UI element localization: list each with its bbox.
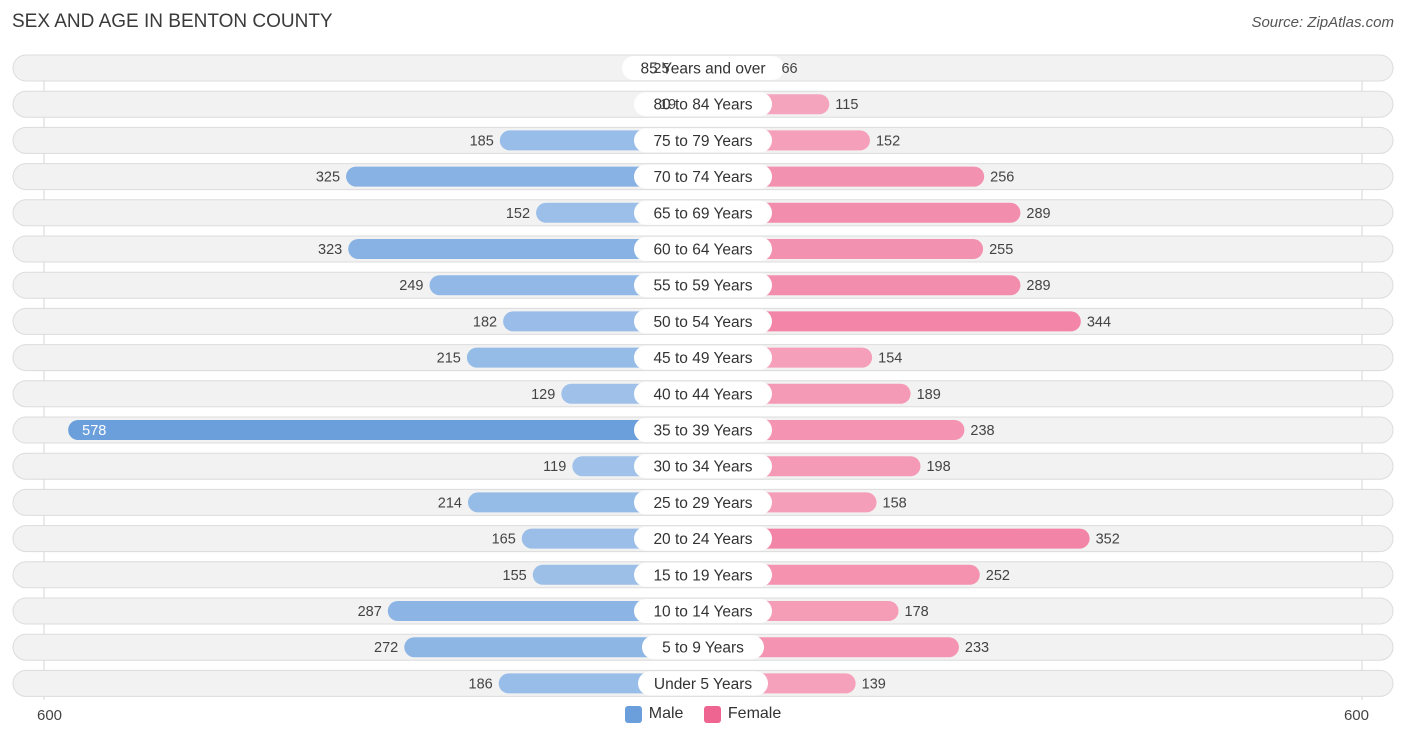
value-label-male: 215 xyxy=(437,351,461,367)
category-label-pill xyxy=(634,562,772,587)
bar-male xyxy=(346,166,713,187)
category-label-pill xyxy=(634,273,772,298)
category-label: Under 5 Years xyxy=(654,676,752,693)
category-label: 80 to 84 Years xyxy=(653,97,752,114)
value-label-male: 119 xyxy=(543,459,566,475)
category-label-pill xyxy=(634,164,772,189)
chart-title: SEX AND AGE IN BENTON COUNTY xyxy=(12,11,333,32)
category-label: 85 Years and over xyxy=(641,61,766,78)
bar-female xyxy=(693,311,1081,332)
value-label-male: 323 xyxy=(318,242,342,258)
category-label: 5 to 9 Years xyxy=(662,640,744,657)
value-label-male: 155 xyxy=(503,568,527,584)
value-label-female: 189 xyxy=(917,387,941,403)
value-label-female: 139 xyxy=(862,676,886,692)
category-label-pill xyxy=(642,635,764,660)
value-label-male: 186 xyxy=(469,676,493,692)
value-label-male: 578 xyxy=(82,423,106,439)
category-label: 15 to 19 Years xyxy=(653,567,752,584)
bar-female xyxy=(693,528,1090,549)
value-label-female: 158 xyxy=(883,495,907,511)
value-label-female: 255 xyxy=(989,242,1013,258)
category-label: 70 to 74 Years xyxy=(653,169,752,186)
category-label: 65 to 69 Years xyxy=(653,205,752,222)
category-label-pill xyxy=(634,454,772,479)
category-label: 75 to 79 Years xyxy=(653,133,752,150)
category-label: 40 to 44 Years xyxy=(653,386,752,403)
category-label-pill xyxy=(634,526,772,551)
value-label-female: 289 xyxy=(1026,278,1050,294)
value-label-male: 185 xyxy=(470,133,494,149)
legend-label-female: Female xyxy=(727,705,782,722)
source-credit: Source: ZipAtlas.com xyxy=(1251,14,1394,31)
value-label-male: 287 xyxy=(358,604,382,620)
bar-male xyxy=(404,637,713,658)
value-label-male: 25 xyxy=(653,61,669,77)
category-label-pill xyxy=(634,200,772,225)
value-label-male: 165 xyxy=(492,532,516,548)
value-label-female: 233 xyxy=(965,640,989,656)
bar-male xyxy=(387,601,713,621)
value-label-female: 152 xyxy=(876,133,900,149)
value-label-female: 256 xyxy=(990,170,1014,186)
value-label-female: 238 xyxy=(970,423,994,439)
bar-female xyxy=(693,275,1021,296)
value-label-female: 178 xyxy=(905,604,929,620)
bar-male xyxy=(348,239,713,259)
category-label-pill xyxy=(638,671,768,696)
legend-swatch-female xyxy=(703,705,721,723)
category-label: 55 to 59 Years xyxy=(653,278,752,295)
category-label-pill xyxy=(634,237,772,261)
value-label-male: 249 xyxy=(399,278,423,294)
value-label-male: 182 xyxy=(473,314,497,330)
value-label-female: 115 xyxy=(835,97,858,113)
category-label-pill xyxy=(634,92,772,117)
legend: Male Female xyxy=(0,705,1406,728)
category-label: 10 to 14 Years xyxy=(653,604,752,621)
value-label-female: 66 xyxy=(781,61,797,77)
value-label-male: 214 xyxy=(438,495,462,511)
category-label-pill xyxy=(634,599,772,623)
bar-female xyxy=(693,202,1021,223)
category-label: 30 to 34 Years xyxy=(653,459,752,476)
category-label: 60 to 64 Years xyxy=(653,242,752,259)
value-label-female: 198 xyxy=(926,459,950,475)
category-label-pill xyxy=(634,381,772,406)
category-label: 20 to 24 Years xyxy=(653,531,752,548)
category-label: 25 to 29 Years xyxy=(653,495,752,512)
axis-left-max-label: 600 xyxy=(37,707,63,724)
value-label-male: 152 xyxy=(506,206,530,222)
category-label: 50 to 54 Years xyxy=(653,314,752,331)
axis-right-max-label: 600 xyxy=(1343,707,1369,724)
value-label-male: 19 xyxy=(660,97,676,113)
category-label-pill xyxy=(634,309,772,334)
legend-item-female: Female xyxy=(703,705,782,723)
value-label-female: 154 xyxy=(878,351,902,367)
bar-male xyxy=(68,420,713,440)
category-label-pill xyxy=(622,56,784,80)
category-label-pill xyxy=(634,418,772,442)
value-label-female: 344 xyxy=(1087,314,1111,330)
value-label-female: 289 xyxy=(1026,206,1050,222)
value-label-male: 272 xyxy=(374,640,398,656)
legend-label-male: Male xyxy=(648,705,684,722)
category-label: 45 to 49 Years xyxy=(653,350,752,367)
value-label-female: 352 xyxy=(1096,532,1120,548)
category-label-pill xyxy=(634,490,772,515)
legend-item-male: Male xyxy=(624,705,684,723)
category-label: 35 to 39 Years xyxy=(653,423,752,440)
category-label-pill xyxy=(634,345,772,370)
legend-swatch-male xyxy=(624,705,642,723)
value-label-male: 129 xyxy=(531,387,555,403)
value-label-female: 252 xyxy=(986,568,1010,584)
value-label-male: 325 xyxy=(316,170,340,186)
category-label-pill xyxy=(634,128,772,153)
